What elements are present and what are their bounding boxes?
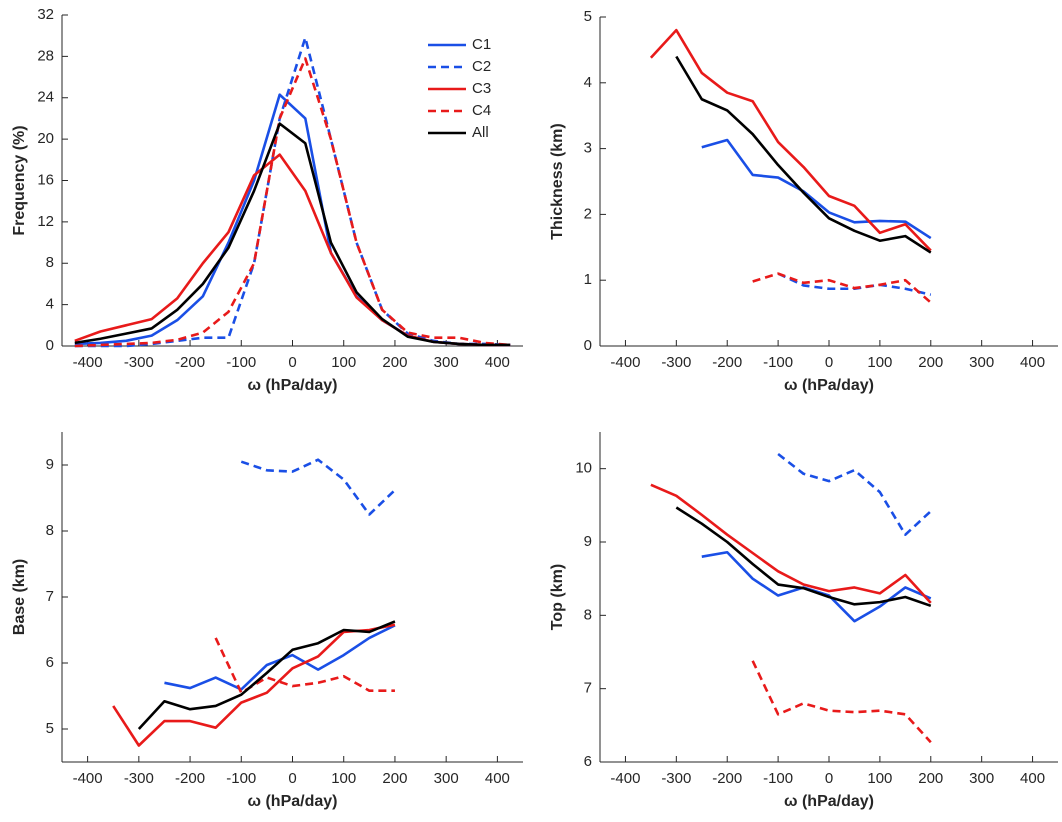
series-line [74,122,511,347]
x-tick-label: 0 [825,770,833,787]
x-axis-label: ω (hPa/day) [248,377,338,394]
y-tick-label: 4 [584,74,592,91]
y-tick-label: 24 [37,89,54,106]
x-tick-label: -300 [661,770,691,787]
x-tick-label: 0 [288,354,296,371]
x-tick-label: -400 [73,770,103,787]
x-tick-label: -300 [124,354,154,371]
y-tick-label: 0 [46,337,54,354]
y-axis-label: Base (km) [11,559,28,635]
series-line [675,506,932,608]
y-tick-label: 20 [37,130,54,147]
y-tick-label: 7 [584,680,592,697]
x-tick-label: 100 [331,770,356,787]
y-tick-label: 0 [584,337,592,354]
y-tick-label: 9 [584,533,592,550]
x-axis-label: ω (hPa/day) [248,793,338,810]
x-tick-label: -100 [226,354,256,371]
y-tick-label: 6 [584,753,592,770]
series-line [112,623,396,747]
legend-label: C3 [472,80,491,97]
series-line [240,458,396,516]
x-tick-label: 400 [1020,354,1045,371]
x-tick-label: -200 [712,770,742,787]
x-axis-label: ω (hPa/day) [784,377,874,394]
x-tick-label: 400 [485,354,510,371]
x-tick-label: -200 [712,354,742,371]
x-tick-label: 100 [867,354,892,371]
legend-label: C4 [472,102,491,119]
y-tick-label: 4 [46,296,54,313]
y-axis-label: Frequency (%) [11,125,28,235]
x-tick-label: 200 [918,354,943,371]
x-tick-label: 200 [382,354,407,371]
legend-label: All [472,124,489,141]
x-tick-label: 300 [969,354,994,371]
x-tick-label: -100 [763,770,793,787]
x-tick-label: -300 [661,354,691,371]
legend-label: C2 [472,58,491,75]
series-line [751,660,932,744]
panel: -400 -300 -200 -100 0 100 200 300 400 6 7 8 9 10 ω (hP… [549,432,1058,810]
y-tick-label: 9 [46,456,54,473]
y-tick-label: 28 [37,47,54,64]
series-line [74,153,511,347]
y-tick-label: 16 [37,171,54,188]
y-tick-label: 32 [37,6,54,23]
y-tick-label: 12 [37,213,54,230]
x-tick-label: -200 [175,770,205,787]
y-tick-label: 8 [46,254,54,271]
x-tick-label: 200 [382,770,407,787]
x-tick-label: 400 [1020,770,1045,787]
y-tick-label: 6 [46,654,54,671]
y-tick-label: 10 [575,460,592,477]
y-tick-label: 3 [584,140,592,157]
y-axis-label: Thickness (km) [549,123,566,239]
x-tick-label: -100 [763,354,793,371]
y-tick-label: 8 [46,522,54,539]
series-line [752,272,932,304]
x-tick-label: -200 [175,354,205,371]
series-line [74,36,511,348]
x-axis-label: ω (hPa/day) [784,793,874,810]
x-tick-label: -400 [73,354,103,371]
x-tick-label: -300 [124,770,154,787]
panel: -400 -300 -200 -100 0 100 200 300 400 0 4 8 12 16 20 24… [11,6,523,394]
series-line [649,28,932,252]
y-tick-label: 7 [46,588,54,605]
x-tick-label: 300 [434,354,459,371]
x-tick-label: 0 [825,354,833,371]
y-tick-label: 5 [46,720,54,737]
x-tick-label: 300 [969,770,994,787]
x-tick-label: 100 [331,354,356,371]
legend-label: C1 [472,36,491,53]
x-tick-label: -100 [226,770,256,787]
panel: -400 -300 -200 -100 0 100 200 300 400 0 1 2 3 4 5 ω (hP… [549,8,1058,394]
x-tick-label: 100 [867,770,892,787]
y-tick-label: 2 [584,205,592,222]
x-tick-label: -400 [610,770,640,787]
y-tick-label: 1 [584,271,592,288]
series-line [701,138,932,240]
x-tick-label: 200 [918,770,943,787]
panel: -400 -300 -200 -100 0 100 200 300 400 5 6 7 8 9 ω (hPa… [11,432,523,810]
series-line [675,55,932,254]
y-tick-label: 8 [584,606,592,623]
x-tick-label: 0 [288,770,296,787]
series-line [650,483,932,604]
series-line [137,620,396,730]
series-line [74,57,511,348]
x-tick-label: 400 [485,770,510,787]
x-tick-label: 300 [434,770,459,787]
y-tick-label: 5 [584,8,592,25]
x-tick-label: -400 [610,354,640,371]
series-line [777,452,932,536]
y-axis-label: Top (km) [549,564,566,630]
